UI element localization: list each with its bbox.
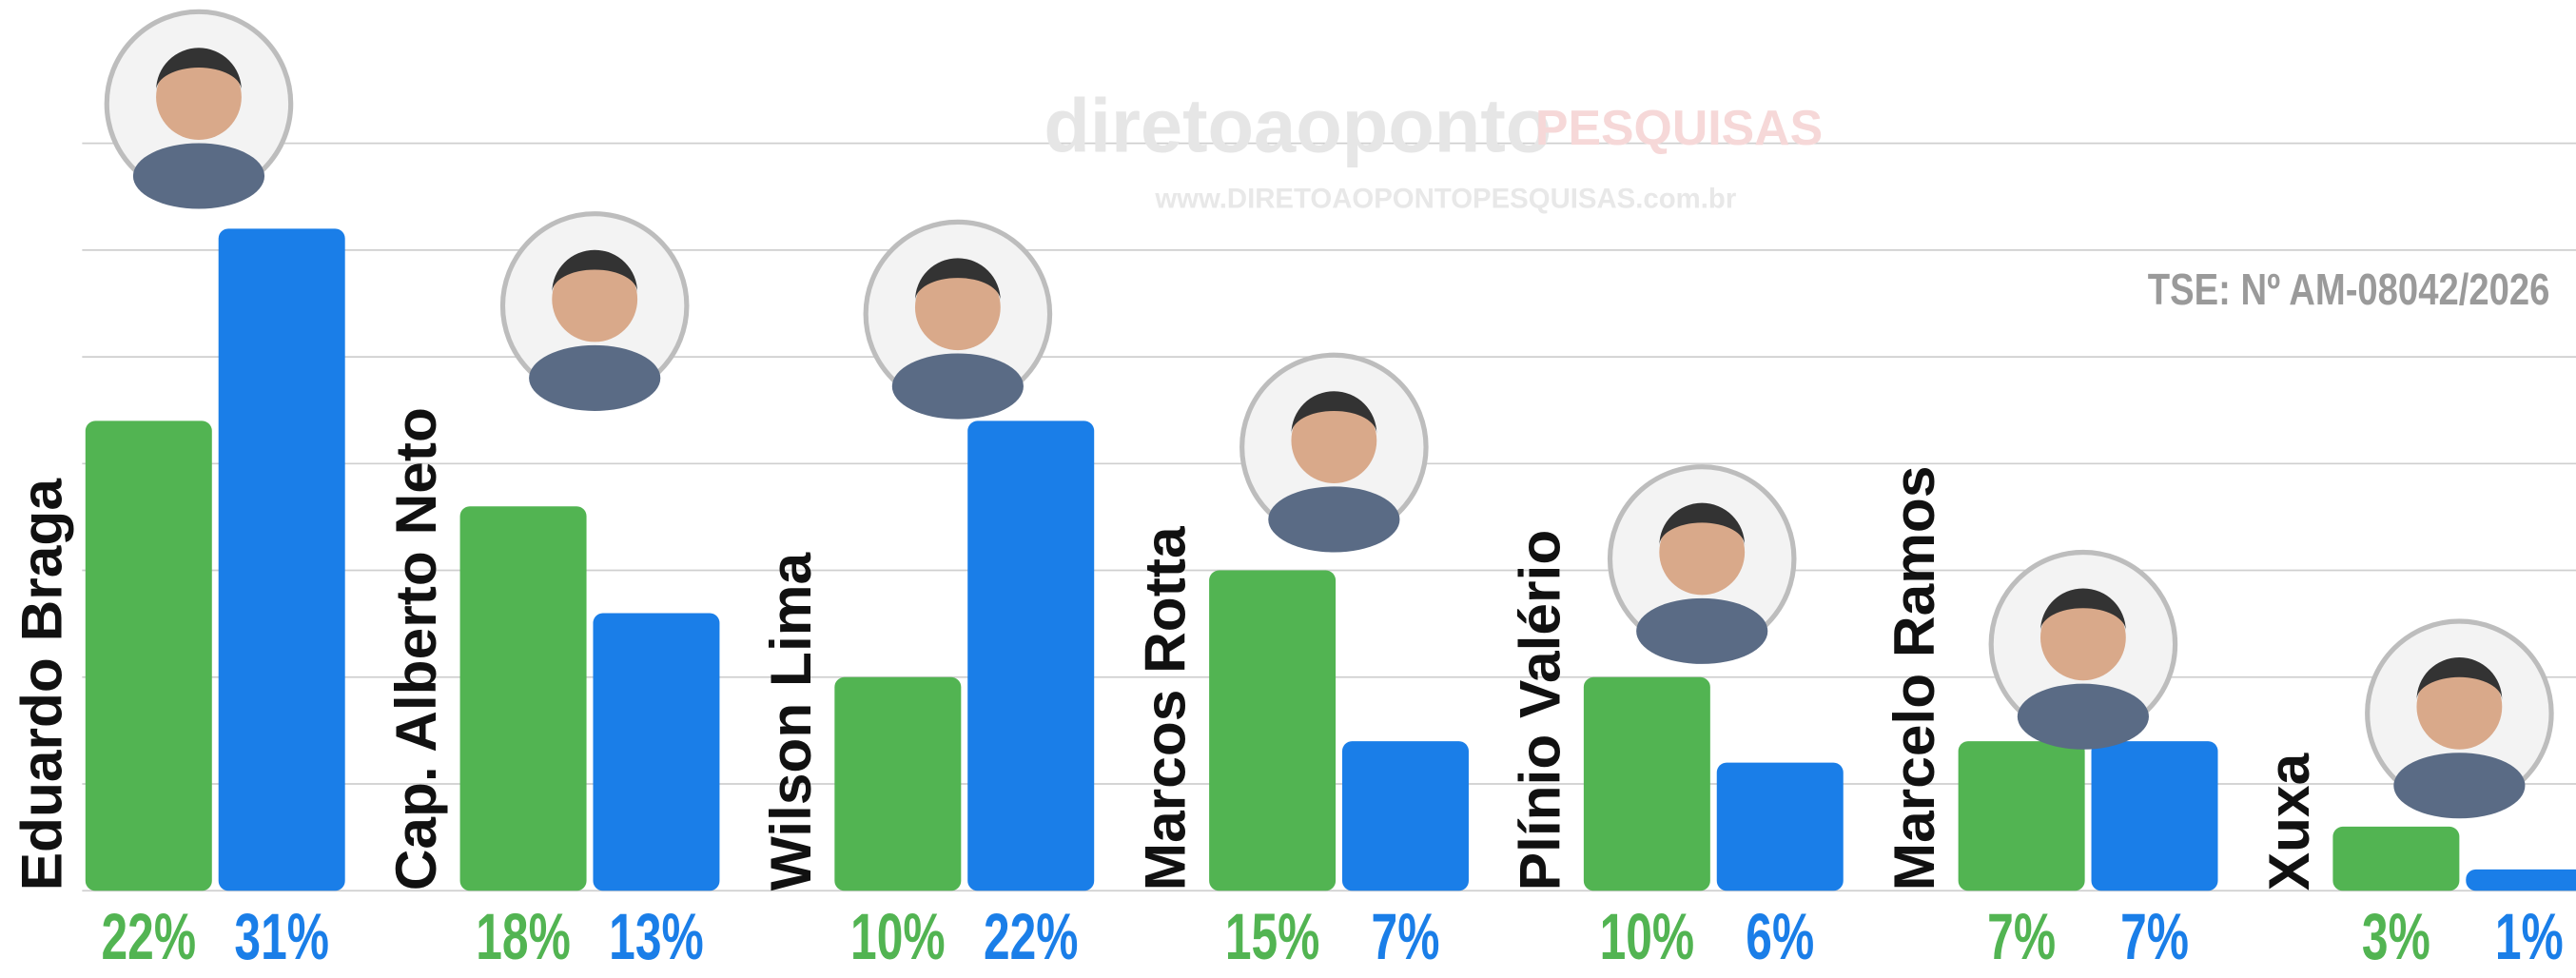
- photo-face: [914, 264, 1001, 351]
- candidate-name: Eduardo Braga: [9, 479, 73, 891]
- bar: [1958, 741, 2085, 891]
- value-label: 22%: [984, 900, 1079, 973]
- bar: [1209, 570, 1337, 891]
- watermark-brand: diretoaoponto: [1044, 83, 1551, 167]
- candidate-name: Plínio Valério: [1507, 530, 1571, 891]
- photo-shoulders: [2017, 683, 2149, 750]
- photo-face: [1291, 398, 1377, 483]
- candidate-name: Marcos Rotta: [1133, 526, 1198, 890]
- value-label: 7%: [2120, 900, 2189, 973]
- photo-hair: [1291, 391, 1377, 435]
- photo-hair: [156, 48, 242, 91]
- bar: [834, 676, 962, 891]
- bar: [2332, 826, 2460, 891]
- value-label: 31%: [234, 900, 329, 973]
- photo-face: [2416, 663, 2503, 750]
- value-label: 7%: [1372, 900, 1440, 973]
- candidate-name: Marcelo Ramos: [1882, 466, 1946, 891]
- value-label: 15%: [1225, 900, 1320, 973]
- value-label: 6%: [1746, 900, 1814, 973]
- value-label: 1%: [2495, 900, 2564, 973]
- photo-hair: [1659, 502, 1746, 546]
- photo-face: [552, 256, 638, 342]
- photo-shoulders: [1636, 597, 1768, 664]
- bar: [2466, 869, 2576, 891]
- bar: [1716, 762, 1844, 891]
- value-label: 13%: [609, 900, 704, 973]
- value-label: 10%: [850, 900, 946, 973]
- photo-hair: [2416, 657, 2503, 700]
- value-label: 18%: [476, 900, 571, 973]
- value-label: 3%: [2362, 900, 2430, 973]
- photo-hair: [552, 249, 638, 293]
- bar: [1583, 676, 1710, 891]
- bar: [2091, 741, 2218, 891]
- photo-hair: [2039, 588, 2126, 632]
- watermark-tag: PESQUISAS: [1535, 100, 1823, 155]
- candidate-name: Wilson Lima: [758, 552, 823, 890]
- candidate-name: Xuxa: [2256, 753, 2321, 890]
- watermark-url: www.DIRETOAOPONTOPESQUISAS.com.br: [1154, 184, 1736, 215]
- photo-shoulders: [2393, 753, 2526, 819]
- bar: [593, 613, 720, 891]
- bar: [218, 228, 345, 891]
- photo-shoulders: [891, 353, 1024, 420]
- value-label: 10%: [1600, 900, 1695, 973]
- bar: [967, 421, 1095, 891]
- photo-hair: [914, 258, 1001, 302]
- registration: TSE: Nº AM-08042/2026: [2148, 264, 2550, 314]
- bar: [459, 506, 587, 891]
- bar: [85, 421, 212, 891]
- value-label: 22%: [102, 900, 197, 973]
- photo-face: [2039, 595, 2126, 681]
- candidate-name: Cap. Alberto Neto: [383, 407, 448, 890]
- photo-shoulders: [529, 344, 661, 411]
- photo-shoulders: [1268, 486, 1400, 553]
- photo-face: [156, 54, 242, 141]
- bar: [1341, 741, 1469, 891]
- photo-shoulders: [132, 143, 265, 209]
- value-label: 7%: [1987, 900, 2056, 973]
- photo-face: [1659, 509, 1746, 596]
